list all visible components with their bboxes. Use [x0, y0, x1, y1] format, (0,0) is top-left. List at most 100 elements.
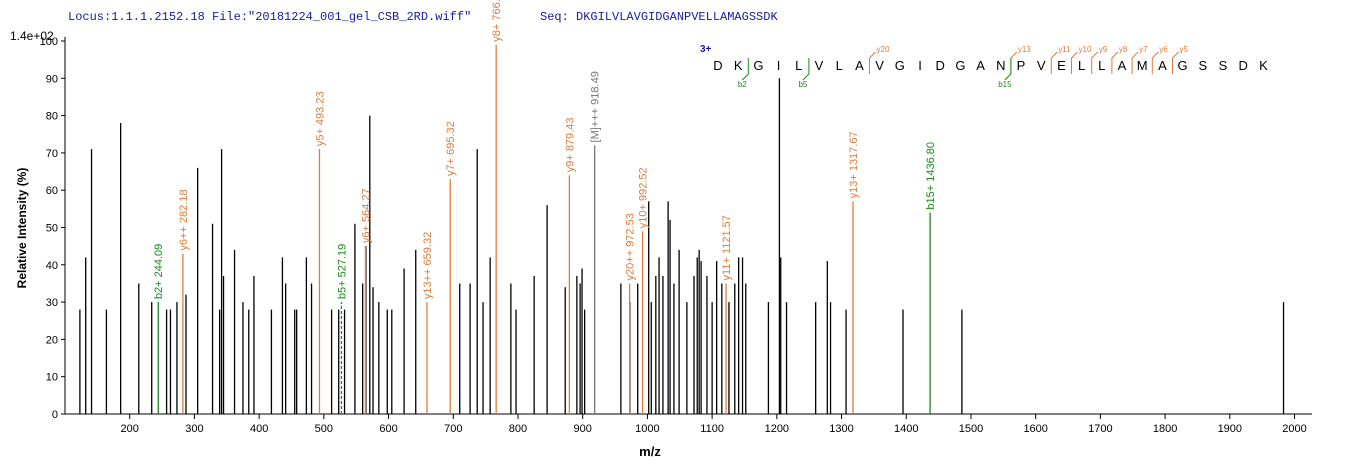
y-ion-marker: [1111, 51, 1119, 74]
residue: I: [918, 58, 922, 73]
scale-label: 1.4e+02: [10, 29, 54, 43]
y-ion-marker: [1172, 51, 1179, 74]
residue: L: [795, 58, 802, 73]
peak-label: y13+ 1317.67: [848, 131, 860, 198]
residue: L: [1078, 58, 1085, 73]
x-tick-label: 1100: [700, 423, 724, 435]
chart-title: Locus:1.1.1.2152.18 File:"20181224_001_g…: [68, 10, 471, 24]
y-ion-label: y13: [1018, 45, 1031, 54]
x-tick-label: 1800: [1153, 423, 1177, 435]
x-tick-label: 1300: [829, 423, 853, 435]
peak-label: b15+ 1436.80: [925, 142, 937, 210]
peak-label: b2+ 244.09: [153, 244, 165, 299]
residue: V: [815, 58, 824, 73]
x-tick-label: 1500: [959, 423, 983, 435]
y-ion-marker: [1151, 51, 1159, 74]
residue: I: [777, 58, 781, 73]
y-ion-label: y8: [1119, 45, 1128, 54]
y-ion-marker: [1071, 51, 1078, 74]
y-ion-label: y10: [1079, 45, 1092, 54]
x-tick-label: 1200: [765, 423, 789, 435]
x-tick-label: 700: [444, 423, 462, 435]
x-tick-label: 300: [185, 423, 203, 435]
x-tick-label: 1600: [1023, 423, 1047, 435]
peak-label: y20++ 972.53: [625, 213, 637, 280]
residue: A: [976, 58, 985, 73]
x-tick-label: 1700: [1088, 423, 1112, 435]
y-ion-label: y9: [1099, 45, 1108, 54]
residue: A: [1118, 58, 1127, 73]
x-tick-label: 1900: [1218, 423, 1242, 435]
residue: L: [836, 58, 843, 73]
x-tick-label: 900: [574, 423, 592, 435]
peak-label: y11+ 1121.57: [721, 215, 733, 280]
residue: M: [1137, 58, 1148, 73]
y-tick-label: 30: [46, 297, 58, 309]
x-tick-label: 500: [315, 423, 333, 435]
y-tick-label: 40: [46, 260, 58, 272]
peak-label: y10+ 992.52: [638, 167, 650, 228]
residue: G: [753, 58, 763, 73]
y-tick-label: 60: [46, 185, 58, 197]
residue: D: [1239, 58, 1248, 73]
residue: A: [1158, 58, 1167, 73]
peak-label: [M]+++ 918.49: [590, 71, 602, 142]
y-tick-label: 10: [46, 372, 58, 384]
x-tick-label: 800: [509, 423, 527, 435]
residue: A: [855, 58, 864, 73]
residue: G: [895, 58, 905, 73]
peak-label: y6++ 282.18: [178, 189, 190, 250]
y-ion-label: y11: [1058, 45, 1071, 54]
residue: S: [1198, 58, 1207, 73]
chart-subtitle: Seq: DKGILVLAVGIDGANPVELLAMAGSSDK: [540, 10, 778, 24]
residue: D: [713, 58, 722, 73]
b-ion-label: b2: [738, 80, 747, 89]
residue: N: [996, 58, 1005, 73]
residue: D: [936, 58, 945, 73]
residue: G: [955, 58, 965, 73]
residue: E: [1057, 58, 1066, 73]
y-tick-label: 70: [46, 148, 58, 160]
y-ion-marker: [1050, 51, 1058, 74]
residue: P: [1017, 58, 1026, 73]
residue: G: [1178, 58, 1188, 73]
y-tick-label: 90: [46, 73, 58, 85]
peak-label: b5+ 527.19: [336, 244, 348, 299]
peak-label: y13++ 659.32: [422, 232, 434, 299]
y-ion-marker: [869, 51, 876, 74]
x-tick-label: 400: [250, 423, 268, 435]
peak-label: y5+ 493.23: [314, 91, 326, 146]
residue: V: [1037, 58, 1046, 73]
residue: S: [1219, 58, 1228, 73]
peak-label: y7+ 695.32: [445, 121, 457, 176]
y-tick-label: 0: [52, 409, 58, 421]
x-tick-label: 1000: [635, 423, 659, 435]
peak-label: y6+ 564.27: [360, 188, 372, 243]
residue: L: [1098, 58, 1105, 73]
x-axis-label: m/z: [639, 444, 661, 459]
b-ion-marker: [1004, 58, 1012, 81]
y-ion-marker: [1131, 51, 1139, 74]
y-ion-label: y6: [1159, 45, 1168, 54]
charge-label: 3+: [700, 44, 712, 55]
peak-label: y8+ 766.3: [491, 0, 503, 42]
y-tick-label: 80: [46, 111, 58, 123]
b-ion-label: b15: [998, 80, 1012, 89]
peak-label: y9+ 879.43: [564, 118, 576, 173]
y-ion-label: y7: [1139, 45, 1148, 54]
x-tick-label: 1400: [894, 423, 918, 435]
y-ion-label: y5: [1180, 45, 1189, 54]
x-tick-label: 2000: [1282, 423, 1306, 435]
residue: K: [1259, 58, 1268, 73]
residue: V: [875, 58, 884, 73]
residue: K: [734, 58, 743, 73]
y-ion-marker: [1091, 51, 1099, 74]
y-tick-label: 20: [46, 334, 58, 346]
x-tick-label: 200: [121, 423, 139, 435]
b-ion-marker: [802, 58, 810, 81]
x-tick-label: 600: [379, 423, 397, 435]
b-ion-marker: [741, 58, 749, 81]
y-axis-label: Relative Intensity (%): [15, 168, 29, 289]
b-ion-label: b5: [798, 80, 807, 89]
